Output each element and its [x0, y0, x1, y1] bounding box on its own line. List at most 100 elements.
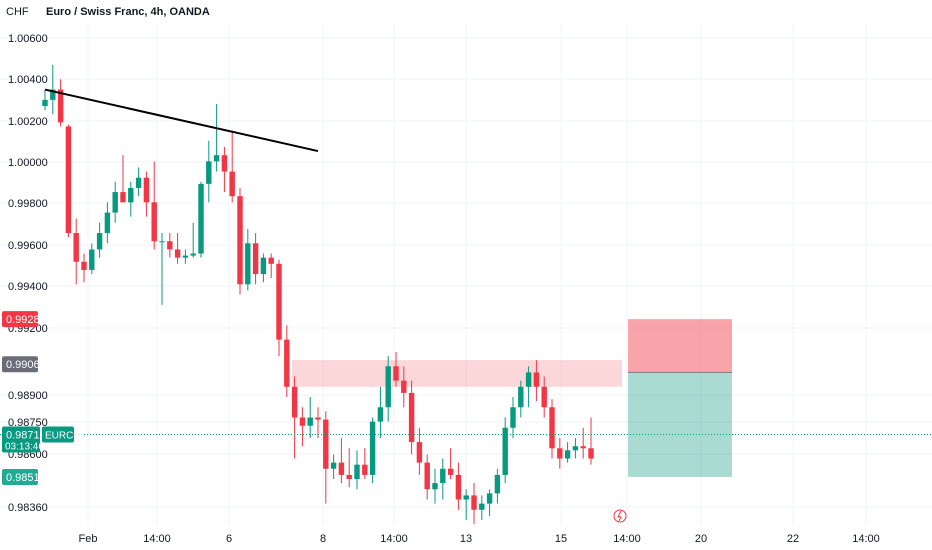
time-tick: Feb [79, 533, 98, 545]
candle-up [518, 386, 524, 408]
candle-down [65, 126, 72, 234]
candle-up [432, 483, 438, 490]
candle-down [167, 241, 173, 250]
current-price-badge [2, 426, 40, 453]
candle-up [104, 212, 111, 234]
candle-up [385, 366, 391, 408]
price-tick: 0.99800 [8, 198, 48, 210]
time-tick: 14:00 [613, 533, 641, 545]
candle-down [338, 462, 345, 475]
candle-down [315, 417, 321, 420]
level-price-label-value: 0.99060 [6, 359, 46, 371]
candle-down [276, 263, 282, 340]
target-price-label-value: 0.98510 [6, 472, 46, 484]
target-price-label-badge [2, 468, 38, 485]
candle-down [408, 392, 415, 443]
price-tick: 1.00400 [8, 74, 48, 86]
time-axis[interactable]: Feb 14:00 6 8 14:00 13 15 14:00 20 22 14:00 [79, 533, 880, 545]
candle-down [557, 448, 563, 459]
lightning-icon [617, 510, 622, 522]
currency-label: CHF [6, 6, 29, 18]
candle-down [151, 202, 157, 242]
candle-down [346, 474, 352, 480]
time-tick: 20 [695, 533, 707, 545]
stop-loss-area[interactable] [628, 319, 732, 373]
candle-down [588, 448, 594, 459]
candles [42, 64, 594, 525]
candle-up [525, 372, 532, 387]
candle-down [229, 171, 235, 197]
candle-up [307, 417, 313, 426]
candle-down [401, 380, 407, 393]
candle-up [502, 427, 508, 475]
price-tick: 0.99600 [8, 240, 48, 252]
candle-down [174, 249, 181, 258]
candle-down [120, 192, 126, 203]
take-profit-area[interactable] [628, 372, 732, 477]
candle-up [572, 446, 579, 451]
symbol-title[interactable]: Euro / Swiss Franc, 4h, OANDA [46, 6, 210, 18]
price-tick: 1.00200 [8, 116, 48, 128]
price-labels: 0.99280 0.99060 0.98510 0.9871703:13:46EURC… [2, 311, 87, 485]
candle-up [182, 255, 189, 258]
candle-up [463, 495, 469, 500]
stop-price-label-badge [2, 311, 38, 328]
time-tick: 8 [320, 533, 326, 545]
countdown-value: 03:13:46 [5, 442, 44, 453]
candle-up [50, 89, 56, 100]
candle-up [479, 503, 485, 510]
candle-down [533, 372, 540, 387]
trendline[interactable] [44, 88, 319, 153]
candle-up [128, 187, 134, 203]
candle-down [424, 462, 430, 490]
candle-up [486, 493, 493, 504]
candle-down [252, 243, 259, 275]
level-price-label-badge [2, 356, 38, 373]
time-tick: 13 [460, 533, 472, 545]
candle-up [494, 474, 501, 494]
time-tick: 14:00 [380, 533, 408, 545]
candle-up [42, 99, 48, 106]
candle-up [135, 177, 142, 188]
position-layer[interactable] [628, 319, 732, 477]
resistance-zone-layer [292, 360, 622, 387]
candle-up [206, 161, 212, 184]
candle-up [159, 241, 165, 243]
price-tick: 1.00000 [8, 157, 48, 169]
symbol-label: EURCHF [45, 431, 87, 442]
candle-down [455, 474, 462, 500]
candle-up [260, 257, 267, 275]
price-tick: 0.98750 [8, 417, 48, 429]
time-tick: 22 [787, 533, 799, 545]
event-marker-icon[interactable] [613, 509, 627, 523]
time-tick: 15 [555, 533, 567, 545]
candle-up [330, 462, 337, 469]
candle-up [198, 183, 204, 254]
candle-up [89, 249, 95, 270]
candle-down [323, 419, 329, 469]
candle-down [471, 495, 477, 510]
candle-up [245, 243, 251, 285]
candle-down [143, 177, 150, 203]
candle-up [440, 468, 446, 484]
candle-down [362, 464, 368, 475]
candle-down [268, 257, 274, 264]
candle-down [393, 366, 399, 381]
candle-down [580, 446, 586, 449]
candle-down [291, 386, 298, 418]
candle-up [213, 155, 220, 162]
time-tick: 6 [226, 533, 232, 545]
price-tick: 0.99400 [8, 281, 48, 293]
candle-down [284, 339, 290, 387]
candle-up [354, 464, 360, 480]
resistance-zone [292, 360, 622, 387]
candle-up [377, 407, 384, 422]
candle-down [221, 155, 228, 172]
stop-price-label-value: 0.99280 [6, 314, 46, 326]
chart-header: CHF Euro / Swiss Franc, 4h, OANDA [6, 6, 210, 18]
time-tick: 14:00 [852, 533, 880, 545]
candle-down [447, 468, 454, 475]
time-tick: 14:00 [143, 533, 171, 545]
candle-down [549, 407, 555, 449]
